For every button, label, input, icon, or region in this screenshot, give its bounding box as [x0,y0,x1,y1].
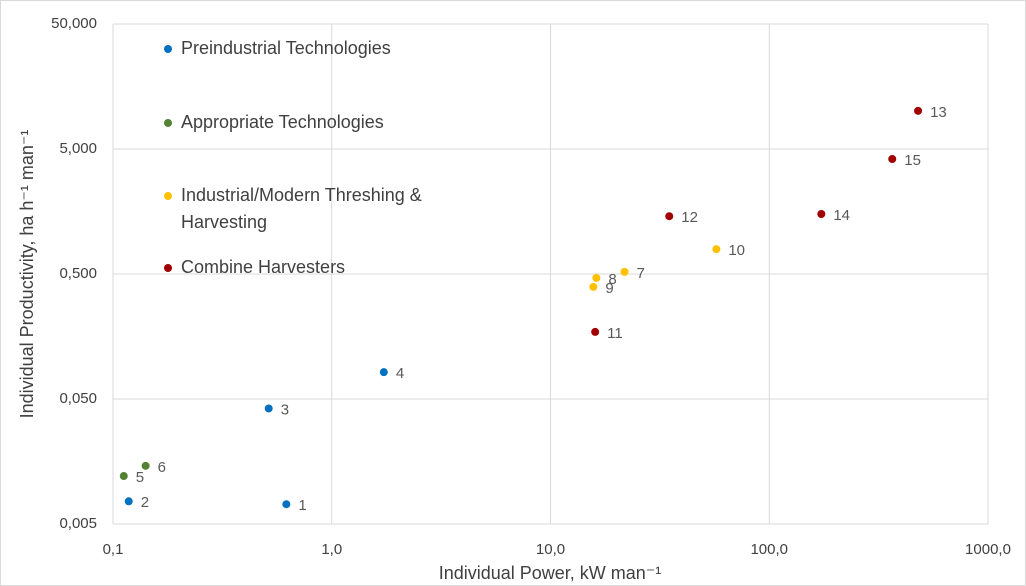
y-tick-label: 0,005 [59,515,97,532]
point-label: 11 [607,325,623,342]
data-point [712,245,721,254]
legend-marker [164,119,172,127]
data-point [817,209,826,218]
point-label: 7 [637,265,645,282]
legend-marker [164,45,172,53]
point-label: 15 [904,152,921,169]
legend-marker [164,192,172,200]
point-label: 5 [136,469,144,486]
point-label: 4 [396,365,404,382]
point-label: 8 [608,271,616,288]
legend-label: Preindustrial Technologies [181,38,391,58]
data-point [914,106,923,115]
data-point [665,212,674,221]
x-axis-label: Individual Power, kW man⁻¹ [439,563,662,583]
data-point [592,273,601,282]
data-point [141,461,150,470]
data-point [591,327,600,336]
x-tick-label: 100,0 [750,541,788,558]
point-label: 2 [141,494,149,511]
point-label: 14 [833,207,850,224]
legend-label: Appropriate Technologies [181,112,384,132]
data-point [282,500,291,509]
data-point [379,368,388,377]
data-point [264,404,273,413]
data-point [888,154,897,163]
point-label: 10 [728,242,745,259]
data-point [589,282,598,291]
y-tick-label: 0,500 [59,265,97,282]
point-label: 12 [681,209,698,226]
data-point [620,267,629,276]
legend-label: Combine Harvesters [181,257,346,277]
data-point [124,497,133,506]
y-axis-label: Individual Productivity, ha h⁻¹ man⁻¹ [17,130,37,419]
x-tick-label: 10,0 [536,541,565,558]
point-label: 9 [605,280,613,297]
data-point [119,472,128,481]
point-label: 6 [158,459,166,476]
point-label: 13 [930,104,947,121]
point-label: 1 [298,497,306,514]
y-tick-label: 50,000 [51,15,97,32]
legend-label: Industrial/Modern Threshing & Harvesting [181,185,422,232]
y-tick-label: 0,050 [59,390,97,407]
x-tick-label: 1,0 [321,541,342,558]
point-label: 3 [281,401,289,418]
y-tick-label: 5,000 [59,140,97,157]
legend-marker [164,264,172,272]
x-tick-label: 1000,0 [965,541,1011,558]
x-tick-label: 0,1 [103,541,124,558]
